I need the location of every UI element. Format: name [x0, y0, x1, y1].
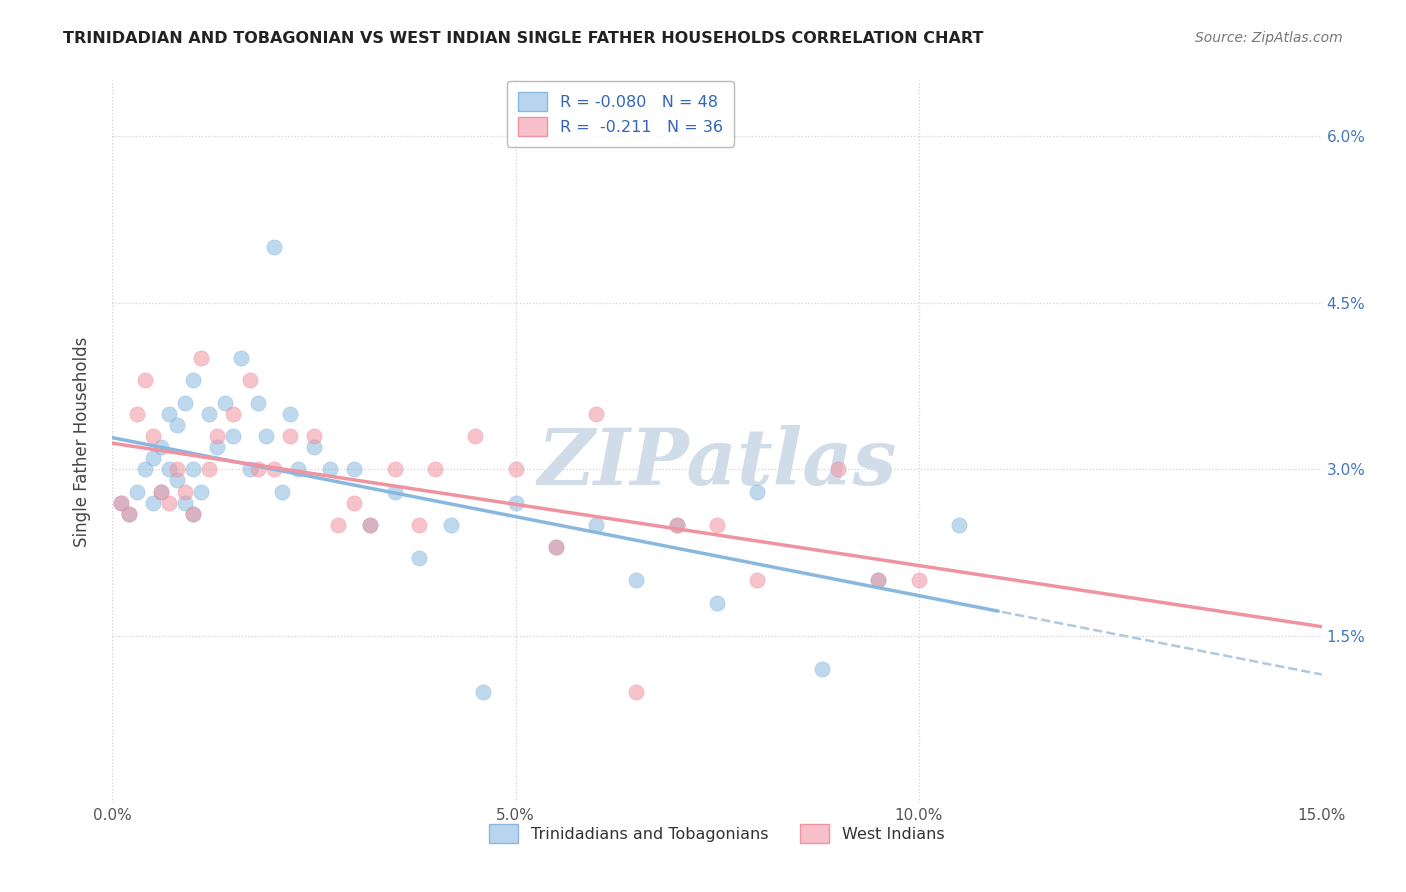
Point — [254, 429, 277, 443]
Point — [868, 574, 890, 588]
Y-axis label: Single Father Households: Single Father Households — [73, 336, 91, 547]
Point — [706, 517, 728, 532]
Point — [157, 407, 180, 421]
Point — [246, 462, 269, 476]
Point — [125, 484, 148, 499]
Point — [238, 373, 260, 387]
Point — [302, 440, 325, 454]
Point — [359, 517, 381, 532]
Point — [125, 407, 148, 421]
Text: TRINIDADIAN AND TOBAGONIAN VS WEST INDIAN SINGLE FATHER HOUSEHOLDS CORRELATION C: TRINIDADIAN AND TOBAGONIAN VS WEST INDIA… — [63, 31, 984, 46]
Point — [181, 462, 204, 476]
Point — [319, 462, 342, 476]
Point — [827, 462, 849, 476]
Point — [665, 517, 688, 532]
Point — [302, 429, 325, 443]
Point — [440, 517, 463, 532]
Point — [238, 462, 260, 476]
Point — [134, 373, 156, 387]
Point — [181, 507, 204, 521]
Point — [408, 517, 430, 532]
Point — [149, 484, 172, 499]
Point — [384, 484, 406, 499]
Point — [544, 540, 567, 554]
Point — [117, 507, 139, 521]
Point — [472, 684, 495, 698]
Point — [868, 574, 890, 588]
Point — [384, 462, 406, 476]
Point — [198, 462, 221, 476]
Point — [166, 417, 188, 432]
Point — [222, 407, 245, 421]
Point — [585, 517, 607, 532]
Point — [278, 429, 301, 443]
Point — [907, 574, 929, 588]
Point — [359, 517, 381, 532]
Point — [626, 574, 648, 588]
Point — [231, 351, 253, 366]
Point — [246, 395, 269, 409]
Point — [747, 574, 769, 588]
Point — [270, 484, 292, 499]
Legend: Trinidadians and Tobagonians, West Indians: Trinidadians and Tobagonians, West India… — [484, 818, 950, 849]
Point — [287, 462, 309, 476]
Point — [181, 373, 204, 387]
Point — [626, 684, 648, 698]
Point — [174, 496, 197, 510]
Point — [343, 496, 366, 510]
Point — [166, 474, 188, 488]
Point — [157, 462, 180, 476]
Point — [207, 429, 229, 443]
Point — [343, 462, 366, 476]
Point — [198, 407, 221, 421]
Text: Source: ZipAtlas.com: Source: ZipAtlas.com — [1195, 31, 1343, 45]
Point — [278, 407, 301, 421]
Point — [706, 596, 728, 610]
Point — [811, 662, 834, 676]
Point — [505, 462, 527, 476]
Point — [149, 484, 172, 499]
Point — [174, 484, 197, 499]
Point — [110, 496, 132, 510]
Point — [505, 496, 527, 510]
Point — [157, 496, 180, 510]
Point — [190, 351, 212, 366]
Point — [263, 462, 285, 476]
Point — [665, 517, 688, 532]
Point — [222, 429, 245, 443]
Point — [117, 507, 139, 521]
Point — [747, 484, 769, 499]
Point — [585, 407, 607, 421]
Point — [214, 395, 236, 409]
Point — [544, 540, 567, 554]
Point — [948, 517, 970, 532]
Point — [142, 451, 165, 466]
Point — [464, 429, 486, 443]
Point — [142, 429, 165, 443]
Point — [423, 462, 446, 476]
Point — [328, 517, 350, 532]
Point — [142, 496, 165, 510]
Point — [408, 551, 430, 566]
Point — [207, 440, 229, 454]
Point — [174, 395, 197, 409]
Point — [110, 496, 132, 510]
Point — [149, 440, 172, 454]
Point — [166, 462, 188, 476]
Point — [190, 484, 212, 499]
Point — [134, 462, 156, 476]
Point — [263, 240, 285, 254]
Text: ZIPatlas: ZIPatlas — [537, 425, 897, 501]
Point — [181, 507, 204, 521]
